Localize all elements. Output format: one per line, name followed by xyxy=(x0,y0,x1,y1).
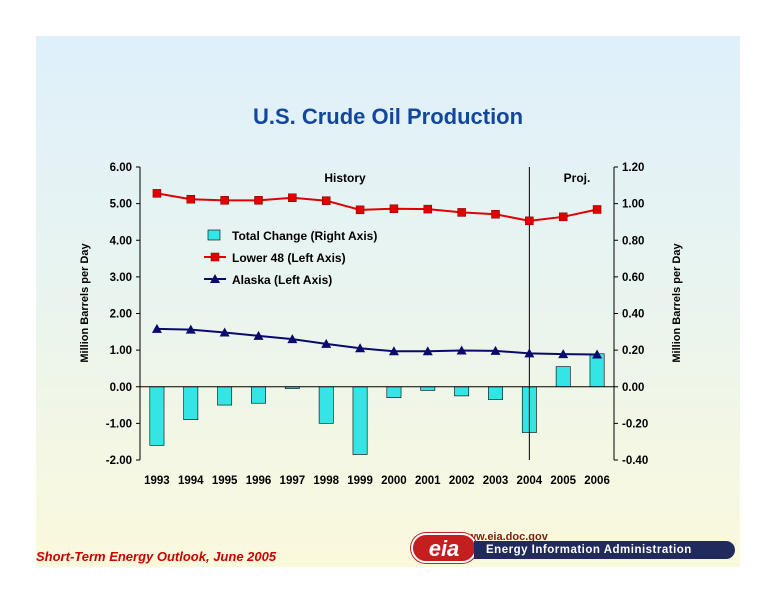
x-tick-label-2003: 2003 xyxy=(483,475,509,487)
point-alaska-2005 xyxy=(558,349,569,359)
point-alaska-2000 xyxy=(388,346,399,356)
y-right-tick-label: 1.20 xyxy=(622,162,644,174)
x-tick-label-1996: 1996 xyxy=(246,475,272,487)
x-tick-label-1999: 1999 xyxy=(347,475,373,487)
point-lower48-1996 xyxy=(254,196,263,205)
y-left-tick-label: -2.00 xyxy=(106,455,132,467)
point-lower48-2005 xyxy=(558,212,568,222)
bar-total-change-2006 xyxy=(589,353,605,388)
point-lower48-2004 xyxy=(525,216,534,226)
bar-total-change-1995 xyxy=(217,386,233,406)
bar-total-change-1998 xyxy=(318,386,334,424)
chart-legend: Total Change (Right Axis) Lower 48 (Left… xyxy=(204,229,377,287)
y-left-tick-label: 2.00 xyxy=(110,309,132,321)
footer-source: Short-Term Energy Outlook, June 2005 xyxy=(36,549,277,564)
bar-total-change-2001 xyxy=(420,386,436,391)
y-left-tick-label: 0.00 xyxy=(110,382,132,394)
bar-total-change-1999 xyxy=(352,386,368,455)
slide-background xyxy=(36,36,740,567)
point-alaska-1998 xyxy=(321,338,332,348)
y-left-tick-label: 6.00 xyxy=(110,162,132,174)
y-left-tick-label: -1.00 xyxy=(106,418,132,430)
point-lower48-2003 xyxy=(491,209,500,219)
y-right-tick-label: 1.00 xyxy=(622,199,644,211)
point-alaska-1994 xyxy=(185,324,196,334)
point-alaska-1993 xyxy=(151,323,162,333)
x-tick-label-1995: 1995 xyxy=(212,475,238,487)
x-tick-label-2004: 2004 xyxy=(517,475,543,487)
bars-layer xyxy=(149,353,605,455)
y-left-tick-label: 5.00 xyxy=(110,199,132,211)
line-alaska xyxy=(156,327,598,356)
chart-title: U.S. Crude Oil Production xyxy=(252,104,524,129)
point-lower48-1998 xyxy=(321,196,331,205)
eia-name-banner: Energy Information Administration xyxy=(474,541,735,559)
y-right-tick-label: 0.40 xyxy=(622,309,644,321)
x-tick-label-1997: 1997 xyxy=(280,475,306,487)
legend-marker-lower48 xyxy=(210,252,220,262)
x-tick-label-2000: 2000 xyxy=(381,475,407,487)
x-tick-label-2005: 2005 xyxy=(550,475,576,487)
y-left-axis-label: Million Barrels per Day xyxy=(79,243,91,363)
x-tick-label-1994: 1994 xyxy=(178,475,204,487)
bar-total-change-1996 xyxy=(251,386,266,404)
point-lower48-2002 xyxy=(457,208,466,217)
bar-total-change-2000 xyxy=(386,386,402,399)
eia-url: www.eia.doc.gov xyxy=(459,531,548,543)
line-lower48 xyxy=(156,192,598,222)
x-tick-label-1993: 1993 xyxy=(144,475,170,487)
point-alaska-2004 xyxy=(524,348,535,358)
point-alaska-1997 xyxy=(287,334,298,344)
y-right-tick-label: 0.60 xyxy=(622,272,644,284)
legend-swatch-total-change xyxy=(207,229,221,241)
bar-total-change-1993 xyxy=(149,386,165,446)
y-left-tick-label: 1.00 xyxy=(110,345,132,357)
point-lower48-2001 xyxy=(423,204,433,214)
y-right-tick-label: -0.40 xyxy=(622,455,648,467)
point-alaska-2006 xyxy=(592,349,603,359)
bar-total-change-2005 xyxy=(555,366,571,388)
legend-label-lower48: Lower 48 (Left Axis) xyxy=(232,251,346,265)
point-alaska-1999 xyxy=(355,343,366,353)
y-right-tick-label: -0.20 xyxy=(622,418,648,430)
y-right-tick-label: 0.20 xyxy=(622,345,644,357)
point-alaska-2002 xyxy=(456,345,467,355)
point-lower48-1995 xyxy=(220,196,229,205)
region-label-projection: Proj. xyxy=(564,171,591,185)
point-alaska-2003 xyxy=(490,345,501,355)
point-lower48-1999 xyxy=(355,205,365,215)
point-alaska-1995 xyxy=(219,327,230,337)
point-lower48-2000 xyxy=(389,204,399,214)
bar-total-change-2002 xyxy=(454,386,470,397)
legend-label-alaska: Alaska (Left Axis) xyxy=(232,273,332,287)
point-lower48-2006 xyxy=(592,205,602,214)
y-left-tick-label: 4.00 xyxy=(110,235,132,247)
point-lower48-1993 xyxy=(152,189,162,198)
y-right-tick-label: 0.00 xyxy=(622,382,644,394)
point-lower48-1994 xyxy=(186,194,196,204)
x-tick-label-2006: 2006 xyxy=(584,475,610,487)
x-tick-label-1998: 1998 xyxy=(313,475,339,487)
bar-total-change-2003 xyxy=(488,386,503,400)
eia-logo-icon: eia xyxy=(411,533,477,563)
point-alaska-2001 xyxy=(422,346,433,356)
lines-layer xyxy=(151,189,603,359)
y-left-tick-label: 3.00 xyxy=(110,272,132,284)
legend-label-total-change: Total Change (Right Axis) xyxy=(232,229,377,243)
legend-marker-alaska xyxy=(210,274,220,283)
point-lower48-1997 xyxy=(288,193,297,203)
point-alaska-1996 xyxy=(253,330,264,340)
region-label-history: History xyxy=(324,171,366,185)
x-tick-label-2001: 2001 xyxy=(415,475,441,487)
axes-layer xyxy=(136,166,618,461)
x-tick-label-2002: 2002 xyxy=(449,475,475,487)
ticks-layer: 6.00 5.00 4.00 3.00 2.00 1.00 0.00 -1.00 -2.00 1.… xyxy=(106,162,648,487)
y-right-tick-label: 0.80 xyxy=(622,235,644,247)
y-right-axis-label: Million Barrels per Day xyxy=(671,243,683,363)
bar-total-change-1994 xyxy=(183,386,199,421)
